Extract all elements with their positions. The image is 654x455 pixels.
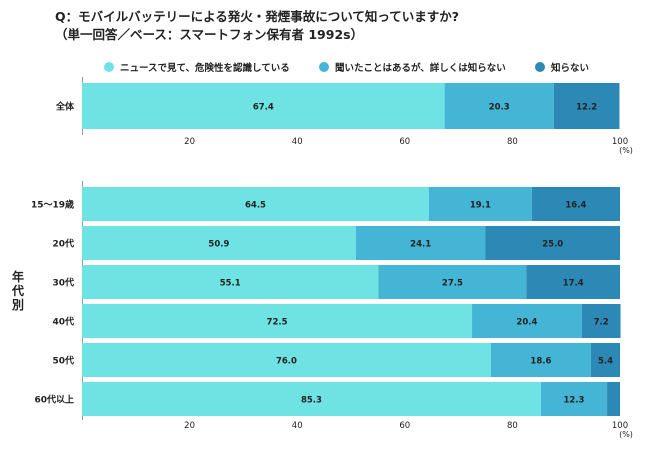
bar-value-label: 20.3 bbox=[489, 103, 510, 113]
x-tick-label: 80 bbox=[507, 421, 518, 431]
bar-value-label: 25.0 bbox=[542, 240, 563, 250]
x-tick-label: 100 bbox=[612, 421, 628, 431]
legend-item-unknown: 知らない bbox=[535, 60, 589, 74]
bar-value-label: 67.4 bbox=[253, 103, 274, 113]
category-label: 15〜19歳 bbox=[31, 199, 74, 211]
bar-unknown-1-0 bbox=[531, 187, 620, 221]
legend-item-aware: ニュースで見て、危険性を認識している bbox=[104, 60, 290, 74]
bar-heard-1-4 bbox=[490, 343, 591, 377]
bar-heard-1-0 bbox=[429, 187, 532, 221]
legend-swatch-heard bbox=[319, 62, 329, 72]
bar-value-label: 20.4 bbox=[516, 318, 537, 328]
chart-title: Q：モバイルバッテリーによる発火・発煙事故について知っていますか? bbox=[55, 9, 460, 24]
bar-aware-0-0 bbox=[82, 83, 445, 129]
bar-aware-1-3 bbox=[82, 304, 473, 338]
bar-value-label: 5.4 bbox=[598, 357, 613, 367]
bar-value-label: 72.5 bbox=[267, 318, 288, 328]
bar-value-label: 17.4 bbox=[563, 279, 584, 289]
bar-aware-1-4 bbox=[82, 343, 491, 377]
legend-label-heard: 聞いたことはあるが、詳しくは知らない bbox=[335, 63, 506, 74]
bar-value-label: 64.5 bbox=[245, 201, 266, 211]
legend-swatch-unknown bbox=[535, 62, 545, 72]
x-tick-label: 40 bbox=[292, 137, 303, 147]
x-tick-label: 20 bbox=[184, 137, 195, 147]
bar-aware-1-2 bbox=[82, 265, 379, 299]
bar-heard-1-2 bbox=[378, 265, 527, 299]
bar-heard-1-5 bbox=[540, 382, 608, 416]
bar-aware-1-1 bbox=[82, 226, 356, 260]
bar-value-label: 55.1 bbox=[220, 279, 241, 289]
category-label: 30代 bbox=[52, 277, 74, 289]
chart-subtitle: （単一回答／ベース：スマートフォン保有者 1992s） bbox=[55, 27, 364, 42]
x-tick-label: 20 bbox=[184, 421, 195, 431]
bar-value-label: 27.5 bbox=[442, 279, 463, 289]
x-tick-label: 40 bbox=[292, 421, 303, 431]
bar-value-label: 50.9 bbox=[208, 240, 229, 250]
x-unit-label: (%) bbox=[619, 146, 633, 155]
x-tick-label: 100 bbox=[612, 137, 628, 147]
y-group-label: 年代別 bbox=[10, 270, 26, 312]
bar-value-label: 12.2 bbox=[576, 103, 597, 113]
x-unit-label: (%) bbox=[619, 430, 633, 439]
bar-value-label: 12.3 bbox=[564, 396, 585, 406]
x-tick-label: 60 bbox=[399, 137, 410, 147]
bar-unknown-1-4 bbox=[590, 343, 620, 377]
bar-value-label: 85.3 bbox=[301, 396, 322, 406]
legend-label-aware: ニュースで見て、危険性を認識している bbox=[120, 63, 290, 74]
bar-value-label: 16.4 bbox=[565, 201, 586, 211]
bar-aware-1-5 bbox=[82, 382, 541, 416]
x-tick-label: 80 bbox=[507, 137, 518, 147]
bar-value-label: 76.0 bbox=[276, 357, 297, 367]
bar-value-label: 18.6 bbox=[530, 357, 551, 367]
bar-value-label: 19.1 bbox=[470, 201, 491, 211]
bar-unknown-1-2 bbox=[526, 265, 620, 299]
bar-heard-1-1 bbox=[355, 226, 486, 260]
x-tick-label: 60 bbox=[399, 421, 410, 431]
bar-aware-1-0 bbox=[82, 187, 430, 221]
bar-heard-1-3 bbox=[472, 304, 582, 338]
legend-item-heard: 聞いたことはあるが、詳しくは知らない bbox=[319, 60, 506, 74]
bar-unknown-1-3 bbox=[581, 304, 621, 338]
bar-unknown-0-0 bbox=[553, 83, 620, 129]
legend: ニュースで見て、危険性を認識している 聞いたことはあるが、詳しくは知らない 知ら… bbox=[0, 60, 654, 74]
category-label: 60代以上 bbox=[34, 394, 74, 406]
legend-label-unknown: 知らない bbox=[551, 63, 590, 74]
bar-heard-0-0 bbox=[444, 83, 554, 129]
bar-value-label: 24.1 bbox=[410, 240, 431, 250]
category-label: 全体 bbox=[55, 101, 75, 113]
bar-unknown-1-1 bbox=[485, 226, 620, 260]
category-label: 20代 bbox=[52, 238, 74, 250]
category-label: 50代 bbox=[52, 355, 74, 367]
category-label: 40代 bbox=[52, 316, 74, 328]
legend-swatch-aware bbox=[104, 62, 114, 72]
y-group-label-text: 年代別 bbox=[11, 270, 24, 312]
bar-value-label: 7.2 bbox=[594, 318, 609, 328]
bar-unknown-1-5 bbox=[607, 382, 620, 416]
